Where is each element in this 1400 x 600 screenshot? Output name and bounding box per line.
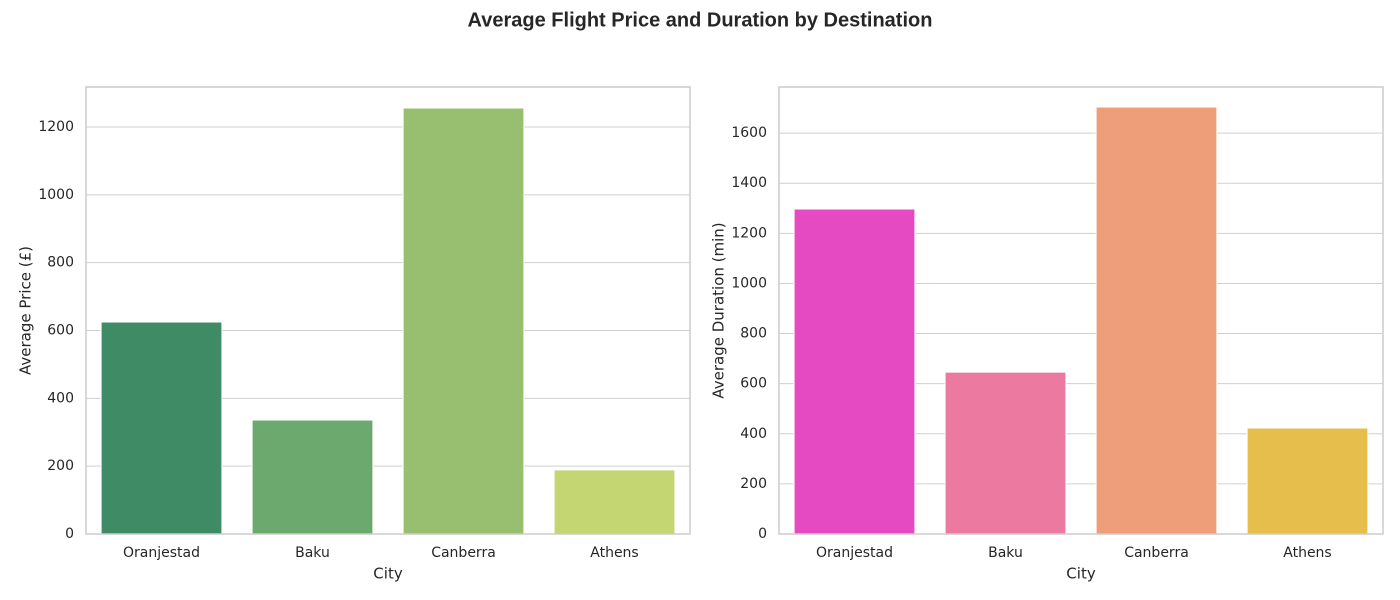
y-tick-label: 600 [740,376,767,392]
bar [944,371,1067,535]
y-tick-label: 0 [65,526,74,542]
x-tick-label: Oranjestad [816,545,893,561]
y-tick-label: 1200 [731,225,767,241]
x-tick-label: Oranjestad [123,545,200,561]
y-tick-label: 1000 [731,275,767,291]
y-tick-label: 1000 [38,187,74,203]
figure-title: Average Flight Price and Duration by Des… [468,9,933,31]
bar [1246,427,1369,535]
y-tick-label: 0 [758,526,767,542]
bar [100,321,223,535]
bar [251,419,374,535]
x-axis-label: City [373,565,403,583]
axes-frame [778,86,1384,535]
x-tick-label: Canberra [1124,545,1189,561]
bar [402,107,525,535]
y-tick-label: 800 [47,255,74,271]
bar [1095,106,1218,535]
x-axis-label: City [1066,565,1096,583]
x-tick-label: Athens [1283,545,1331,561]
y-tick-label: 1400 [731,175,767,191]
y-tick-label: 400 [47,390,74,406]
y-tick-label: 800 [740,326,767,342]
y-tick-label: 200 [47,458,74,474]
bar [553,469,676,535]
y-axis-label: Average Price (£) [17,246,35,375]
bar [793,208,916,535]
axes-frame [85,86,691,535]
y-tick-label: 400 [740,426,767,442]
y-tick-label: 1600 [731,125,767,141]
y-axis-label: Average Duration (min) [710,222,728,398]
x-tick-label: Baku [295,545,330,561]
y-tick-label: 600 [47,323,74,339]
x-tick-label: Athens [590,545,638,561]
x-tick-label: Canberra [431,545,496,561]
y-tick-label: 1200 [38,119,74,135]
x-tick-label: Baku [988,545,1023,561]
y-tick-label: 200 [740,476,767,492]
